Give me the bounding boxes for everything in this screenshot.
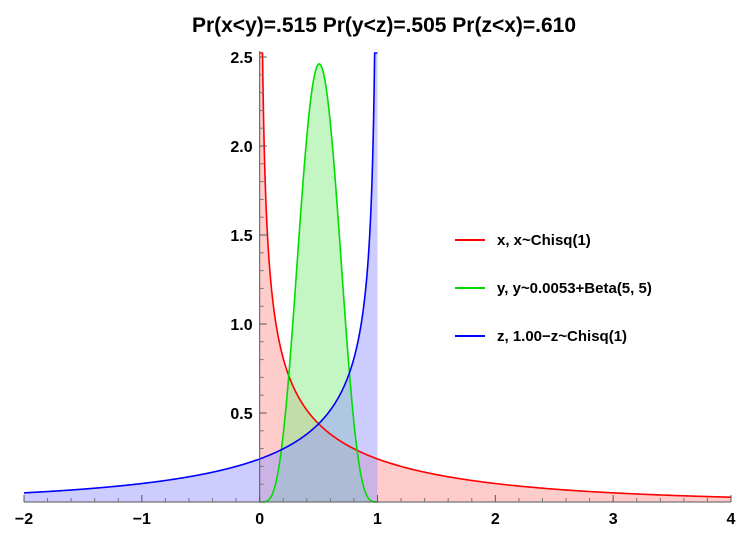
x-tick-label: 3 <box>609 511 618 528</box>
series-2-line <box>23 52 378 494</box>
series-1-line <box>260 63 379 503</box>
line-layer <box>23 52 732 503</box>
area-layer <box>24 53 731 502</box>
x-tick-label: 0 <box>255 511 264 528</box>
x-tick-label: 1 <box>373 511 382 528</box>
y-tick-label: 2.0 <box>230 139 252 156</box>
y-tick-label: 0.5 <box>230 406 252 423</box>
legend-label-2: z, 1.00−z~Chisq(1) <box>497 328 627 345</box>
y-tick-label: 1.5 <box>230 228 252 245</box>
axes: −2 −1 0 1 2 3 4 0.5 1.0 1.5 2.0 2.5 <box>15 50 736 528</box>
series-0-line <box>259 52 732 498</box>
x-tick-label: −1 <box>133 511 151 528</box>
legend-label-1: y, y~0.0053+Beta(5, 5) <box>497 280 652 297</box>
x-tick-label: 4 <box>727 511 736 528</box>
y-tick-label: 2.5 <box>230 50 252 67</box>
series-2-area <box>24 53 378 502</box>
legend-label-0: x, x~Chisq(1) <box>497 232 591 249</box>
chart-title: Pr(x<y)=.515 Pr(y<z)=.505 Pr(z<x)=.610 <box>192 14 576 37</box>
y-tick-label: 1.0 <box>230 317 252 334</box>
legend: x, x~Chisq(1) y, y~0.0053+Beta(5, 5) z, 1.… <box>455 232 652 345</box>
x-tick-label: 2 <box>491 511 500 528</box>
x-tick-label: −2 <box>15 511 33 528</box>
